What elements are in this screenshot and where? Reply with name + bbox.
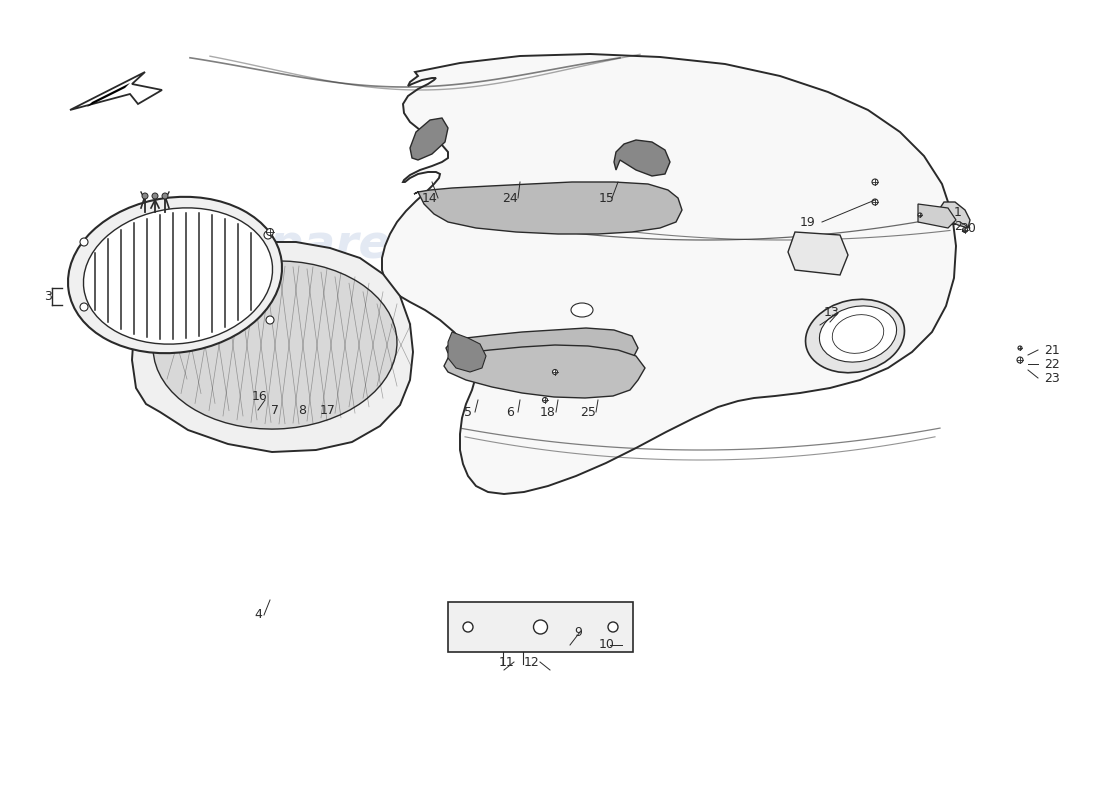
Polygon shape (410, 118, 448, 160)
Text: 1: 1 (954, 206, 961, 218)
Circle shape (162, 193, 168, 199)
Circle shape (1018, 357, 1023, 363)
Text: 18: 18 (540, 406, 556, 418)
Circle shape (962, 227, 968, 233)
Polygon shape (918, 204, 956, 228)
Text: 11: 11 (499, 655, 515, 669)
Circle shape (152, 193, 158, 199)
Circle shape (552, 370, 558, 374)
Text: 25: 25 (580, 406, 596, 418)
Ellipse shape (153, 261, 397, 429)
Text: 15: 15 (600, 191, 615, 205)
Text: eurospares: eurospares (581, 107, 879, 153)
Text: 12: 12 (524, 655, 540, 669)
Ellipse shape (571, 303, 593, 317)
Ellipse shape (833, 314, 883, 354)
Polygon shape (444, 345, 645, 398)
Circle shape (142, 193, 148, 199)
Text: 9: 9 (574, 626, 582, 638)
Polygon shape (87, 83, 130, 107)
Circle shape (1018, 346, 1022, 350)
Circle shape (264, 231, 272, 239)
Polygon shape (456, 354, 608, 394)
Circle shape (80, 303, 88, 311)
Circle shape (872, 199, 878, 205)
Text: 13: 13 (824, 306, 840, 319)
Text: 3: 3 (44, 290, 52, 303)
Text: 2: 2 (954, 219, 961, 233)
Text: 19: 19 (800, 215, 816, 229)
Text: 21: 21 (1044, 343, 1060, 357)
Circle shape (266, 229, 274, 235)
Polygon shape (448, 332, 486, 372)
Ellipse shape (68, 197, 282, 353)
Circle shape (542, 398, 548, 402)
Polygon shape (446, 328, 638, 374)
Circle shape (266, 316, 274, 324)
Circle shape (872, 179, 878, 185)
Text: 7: 7 (271, 403, 279, 417)
Polygon shape (788, 232, 848, 275)
Text: 8: 8 (298, 403, 306, 417)
Circle shape (608, 622, 618, 632)
Bar (448, 602, 632, 652)
Circle shape (80, 238, 88, 246)
Text: eurospares: eurospares (121, 222, 419, 267)
Circle shape (463, 622, 473, 632)
Text: 17: 17 (320, 403, 336, 417)
Text: 14: 14 (422, 191, 438, 205)
Text: 5: 5 (464, 406, 472, 418)
Polygon shape (614, 140, 670, 176)
Polygon shape (382, 54, 956, 494)
Text: eurospares: eurospares (581, 222, 879, 267)
Polygon shape (414, 182, 682, 234)
Text: 23: 23 (1044, 371, 1060, 385)
Text: 24: 24 (502, 191, 518, 205)
Text: 4: 4 (254, 609, 262, 622)
Text: 10: 10 (600, 638, 615, 651)
Text: 16: 16 (252, 390, 268, 403)
Text: 22: 22 (1044, 358, 1060, 370)
Circle shape (534, 620, 548, 634)
Ellipse shape (820, 306, 896, 362)
Polygon shape (70, 72, 162, 110)
Circle shape (918, 213, 922, 217)
Text: 6: 6 (506, 406, 514, 418)
Ellipse shape (805, 299, 904, 373)
Polygon shape (132, 242, 412, 452)
Text: 20: 20 (960, 222, 976, 234)
Ellipse shape (84, 208, 273, 344)
Polygon shape (940, 202, 970, 228)
